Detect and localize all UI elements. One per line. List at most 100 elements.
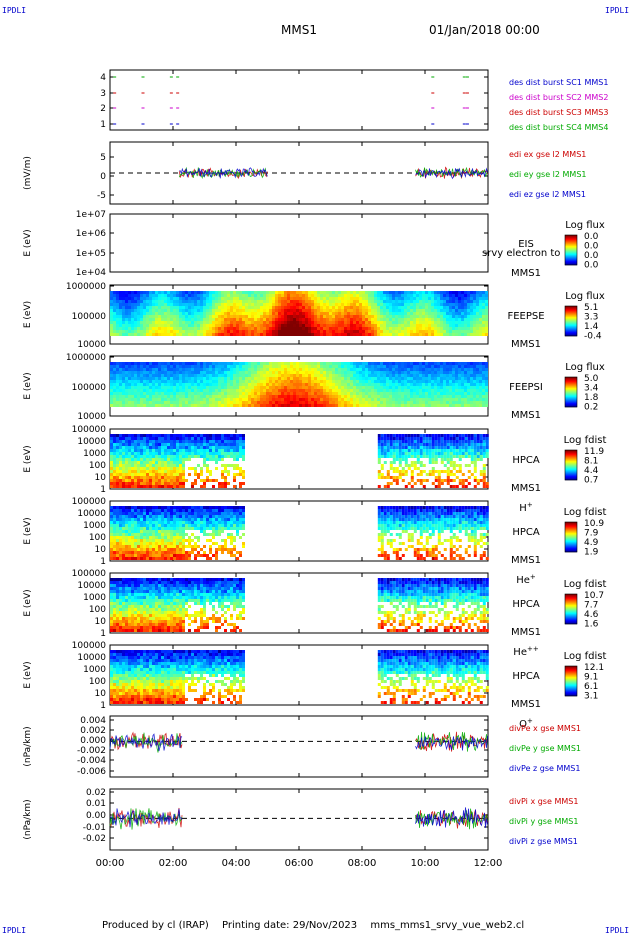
heatmap-cell bbox=[299, 303, 302, 306]
heatmap-cell bbox=[194, 309, 197, 312]
heatmap-cell bbox=[203, 380, 206, 383]
heatmap-cell bbox=[393, 452, 396, 455]
heatmap-cell bbox=[356, 365, 359, 368]
heatmap-cell bbox=[392, 303, 395, 306]
heatmap-cell bbox=[384, 440, 387, 443]
heatmap-cell bbox=[194, 401, 197, 404]
heatmap-cell bbox=[263, 312, 266, 315]
heatmap-cell bbox=[269, 327, 272, 330]
heatmap-cell bbox=[296, 371, 299, 374]
heatmap-cell bbox=[266, 386, 269, 389]
heatmap-cell bbox=[248, 324, 251, 327]
heatmap-cell bbox=[380, 297, 383, 300]
heatmap-cell bbox=[452, 324, 455, 327]
heatmap-cell bbox=[146, 330, 149, 333]
heatmap-cell bbox=[188, 383, 191, 386]
heatmap-cell bbox=[122, 330, 125, 333]
heatmap-cell bbox=[260, 303, 263, 306]
heatmap-cell bbox=[161, 392, 164, 395]
heatmap-cell bbox=[230, 297, 233, 300]
heatmap-cell bbox=[299, 315, 302, 318]
heatmap-cell bbox=[212, 309, 215, 312]
heatmap-cell bbox=[179, 386, 182, 389]
heatmap-cell bbox=[146, 318, 149, 321]
heatmap-cell bbox=[131, 404, 134, 407]
heatmap-cell bbox=[179, 395, 182, 398]
heatmap-cell bbox=[380, 291, 383, 294]
heatmap-cell bbox=[428, 371, 431, 374]
heatmap-cell bbox=[287, 404, 290, 407]
colorbar-title: Log flux bbox=[565, 362, 605, 373]
heatmap-cell bbox=[113, 485, 116, 488]
heatmap-cell bbox=[374, 362, 377, 365]
heatmap-cell bbox=[443, 300, 446, 303]
heatmap-cell bbox=[221, 464, 224, 467]
heatmap-cell bbox=[413, 383, 416, 386]
heatmap-cell bbox=[161, 312, 164, 315]
heatmap-cell bbox=[479, 300, 482, 303]
heatmap-cell bbox=[212, 318, 215, 321]
heatmap-cell bbox=[455, 315, 458, 318]
heatmap-cell bbox=[458, 291, 461, 294]
heatmap-cell bbox=[407, 380, 410, 383]
heatmap-cell bbox=[302, 374, 305, 377]
heatmap-cell bbox=[395, 377, 398, 380]
heatmap-cell bbox=[218, 377, 221, 380]
heatmap-cell bbox=[359, 371, 362, 374]
heatmap-cell bbox=[218, 371, 221, 374]
heatmap-cell bbox=[191, 309, 194, 312]
heatmap-cell bbox=[242, 470, 245, 473]
heatmap-cell bbox=[170, 374, 173, 377]
heatmap-cell bbox=[137, 449, 140, 452]
heatmap-cell bbox=[470, 306, 473, 309]
heatmap-cell bbox=[350, 306, 353, 309]
heatmap-cell bbox=[131, 318, 134, 321]
heatmap-cell bbox=[317, 362, 320, 365]
heatmap-cell bbox=[137, 315, 140, 318]
heatmap-cell bbox=[413, 362, 416, 365]
heatmap-cell bbox=[170, 365, 173, 368]
heatmap-cell bbox=[396, 467, 399, 470]
heatmap-cell bbox=[131, 452, 134, 455]
heatmap-cell bbox=[356, 300, 359, 303]
heatmap-cell bbox=[458, 300, 461, 303]
heatmap-cell bbox=[455, 395, 458, 398]
heatmap-cell bbox=[182, 386, 185, 389]
heatmap-cell bbox=[242, 377, 245, 380]
heatmap-cell bbox=[167, 321, 170, 324]
heatmap-cell bbox=[137, 386, 140, 389]
heatmap-cell bbox=[374, 365, 377, 368]
heatmap-cell bbox=[314, 318, 317, 321]
heatmap-cell bbox=[116, 365, 119, 368]
heatmap-cell bbox=[110, 401, 113, 404]
heatmap-cell bbox=[137, 318, 140, 321]
heatmap-cell bbox=[467, 327, 470, 330]
heatmap-cell bbox=[485, 368, 488, 371]
heatmap-cell bbox=[437, 297, 440, 300]
heatmap-cell bbox=[408, 467, 411, 470]
heatmap-cell bbox=[158, 452, 161, 455]
heatmap-cell bbox=[302, 309, 305, 312]
heatmap-cell bbox=[146, 294, 149, 297]
heatmap-cell bbox=[119, 458, 122, 461]
heatmap-cell bbox=[437, 398, 440, 401]
heatmap-cell bbox=[411, 449, 414, 452]
instrument-spacecraft: MMS1 bbox=[511, 410, 541, 421]
heatmap-cell bbox=[405, 449, 408, 452]
heatmap-cell bbox=[293, 318, 296, 321]
heatmap-cell bbox=[146, 303, 149, 306]
heatmap-cell bbox=[401, 377, 404, 380]
heatmap-cell bbox=[209, 395, 212, 398]
heatmap-cell bbox=[485, 392, 488, 395]
heatmap-cell bbox=[179, 476, 182, 479]
heatmap-cell bbox=[140, 398, 143, 401]
heatmap-cell bbox=[392, 368, 395, 371]
heatmap-cell bbox=[299, 297, 302, 300]
heatmap-cell bbox=[218, 404, 221, 407]
heatmap-cell bbox=[173, 291, 176, 294]
heatmap-cell bbox=[404, 330, 407, 333]
heatmap-cell bbox=[122, 446, 125, 449]
heatmap-cell bbox=[218, 324, 221, 327]
heatmap-cell bbox=[383, 395, 386, 398]
heatmap-cell bbox=[272, 377, 275, 380]
